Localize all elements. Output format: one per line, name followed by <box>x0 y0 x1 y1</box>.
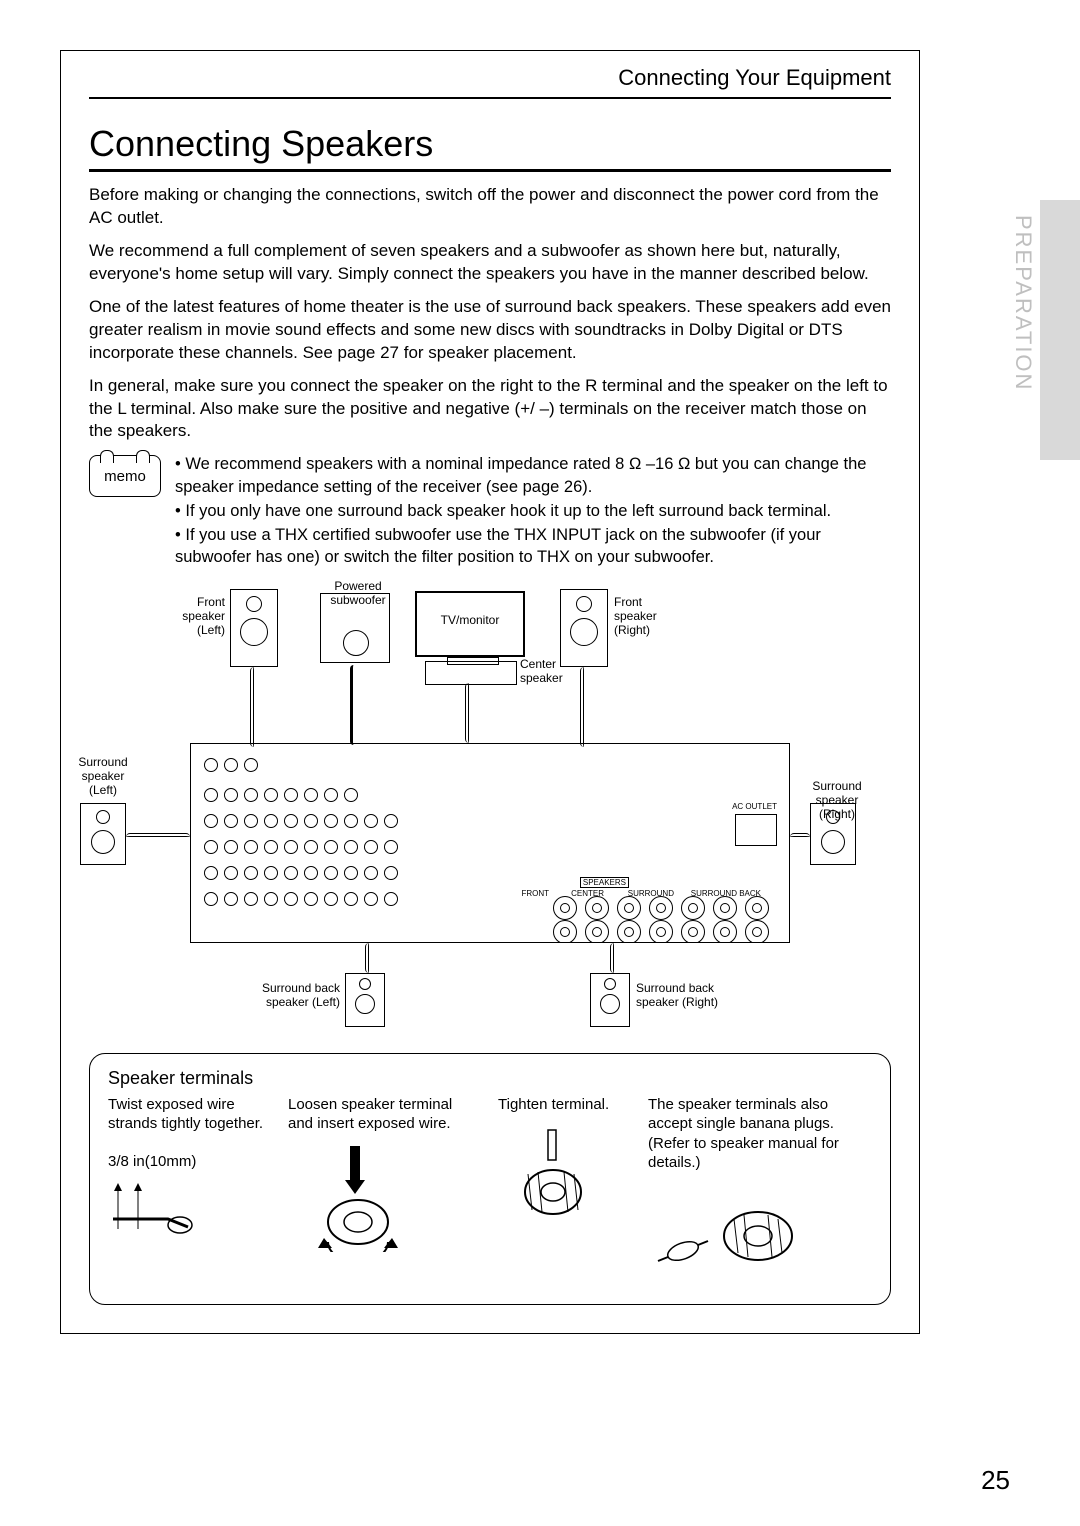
front-header: FRONT <box>521 889 549 898</box>
memo-block: memo • We recommend speakers with a nomi… <box>89 453 891 570</box>
banana-plug-icon <box>648 1181 818 1281</box>
front-right-speaker-icon <box>560 589 608 667</box>
front-left-label: Front speaker (Left) <box>170 595 225 638</box>
intro-p1: Before making or changing the connection… <box>89 184 891 230</box>
binding-posts-row2 <box>553 920 769 943</box>
page-number: 25 <box>981 1465 1010 1496</box>
intro-p3: One of the latest features of home theat… <box>89 296 891 365</box>
sb-left-label: Surround back speaker (Left) <box>240 981 340 1010</box>
center-speaker-icon <box>425 661 517 685</box>
page-title: Connecting Speakers <box>89 123 891 172</box>
section-tab <box>1040 200 1080 460</box>
intro-p4: In general, make sure you connect the sp… <box>89 375 891 444</box>
subwoofer-label: Powered subwoofer <box>318 579 398 608</box>
twist-wire-icon <box>108 1179 198 1239</box>
memo-item-3: • If you use a THX certified subwoofer u… <box>175 524 891 569</box>
tighten-terminal-icon <box>498 1122 608 1232</box>
tv-icon: TV/monitor <box>415 591 525 657</box>
terminal-step-1-text: Twist exposed wire strands tightly toget… <box>108 1096 263 1133</box>
terminals-heading: Speaker terminals <box>108 1068 872 1089</box>
terminal-step-3: Tighten terminal. <box>498 1095 628 1238</box>
memo-item-2: • If you only have one surround back spe… <box>175 500 891 522</box>
loosen-terminal-icon <box>288 1142 428 1252</box>
terminal-step-2-text: Loosen speaker terminal and insert expos… <box>288 1096 452 1133</box>
memo-icon-label: memo <box>104 468 146 485</box>
front-right-label: Front speaker (Right) <box>614 595 669 638</box>
center-label: Center speaker <box>520 657 580 686</box>
content-frame: Connecting Your Equipment Connecting Spe… <box>60 50 920 1334</box>
memo-icon: memo <box>89 455 161 497</box>
surround-left-icon <box>80 803 126 865</box>
terminal-step-2: Loosen speaker terminal and insert expos… <box>288 1095 478 1258</box>
memo-item-1: • We recommend speakers with a nominal i… <box>175 453 891 498</box>
terminal-step-3-text: Tighten terminal. <box>498 1096 609 1113</box>
tv-label: TV/monitor <box>441 613 500 627</box>
intro-p2: We recommend a full complement of seven … <box>89 240 891 286</box>
speaker-terminals-box: Speaker terminals Twist exposed wire str… <box>89 1053 891 1306</box>
chapter-heading: Connecting Your Equipment <box>89 65 891 99</box>
speakers-header: SPEAKERS <box>580 877 629 888</box>
wiring-diagram: Powered subwoofer TV/monitor Front speak… <box>90 583 890 1043</box>
ac-outlet-label: AC OUTLET <box>732 802 777 811</box>
sb-left-icon <box>345 973 385 1027</box>
sb-right-icon <box>590 973 630 1027</box>
front-left-speaker-icon <box>230 589 278 667</box>
memo-list: • We recommend speakers with a nominal i… <box>175 453 891 570</box>
receiver-back-panel: AC OUTLET SPEAKERS FRONT CENTER SURROUND… <box>190 743 790 943</box>
terminal-step-1: Twist exposed wire strands tightly toget… <box>108 1095 268 1245</box>
terminal-step-4: The speaker terminals also accept single… <box>648 1095 872 1287</box>
terminal-step-4-text: The speaker terminals also accept single… <box>648 1096 839 1172</box>
section-tab-label: PREPARATION <box>1010 215 1036 391</box>
wire-measure: 3/8 in(10mm) <box>108 1152 268 1172</box>
binding-posts-row1 <box>553 896 769 920</box>
sb-right-label: Surround back speaker (Right) <box>636 981 736 1010</box>
surround-left-label: Surround speaker (Left) <box>72 755 134 798</box>
surround-right-label: Surround speaker (Right) <box>802 779 872 822</box>
